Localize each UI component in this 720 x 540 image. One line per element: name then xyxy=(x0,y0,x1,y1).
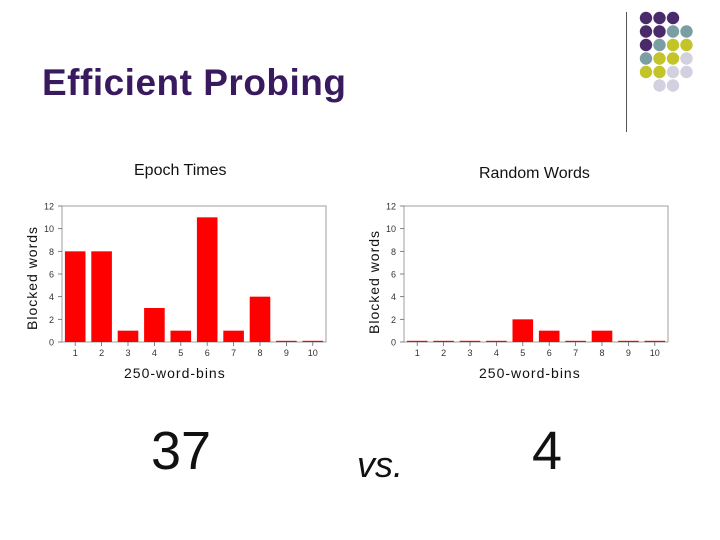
y-tick-label: 12 xyxy=(386,202,396,212)
right-total: 4 xyxy=(532,421,563,481)
y-tick-label: 6 xyxy=(391,270,396,280)
bar xyxy=(406,340,428,342)
chart-title-right: Random Words xyxy=(479,165,590,182)
x-tick-label: 9 xyxy=(626,348,631,358)
x-tick-label: 6 xyxy=(205,348,210,358)
x-tick-label: 7 xyxy=(573,348,578,358)
bar xyxy=(538,330,560,342)
x-tick-label: 1 xyxy=(415,348,420,358)
x-tick-label: 4 xyxy=(494,348,499,358)
bar xyxy=(249,296,271,342)
decor-dot xyxy=(666,65,680,79)
vs-label: vs. xyxy=(357,444,404,485)
decor-dot xyxy=(666,38,680,52)
slide-title: Efficient Probing xyxy=(42,62,347,103)
bar xyxy=(170,330,192,342)
decor-dot xyxy=(639,11,653,25)
y-tick-label: 10 xyxy=(386,224,396,234)
bar xyxy=(302,340,324,342)
divider-line xyxy=(626,12,627,132)
decor-dot xyxy=(653,38,666,52)
y-tick-label: 6 xyxy=(49,270,54,280)
bar xyxy=(644,340,666,342)
decor-dot xyxy=(653,52,666,65)
decor-dot xyxy=(680,52,693,65)
y-tick-label: 12 xyxy=(44,202,54,212)
y-tick-label: 0 xyxy=(49,338,54,348)
y-tick-label: 8 xyxy=(391,247,396,257)
x-tick-label: 7 xyxy=(231,348,236,358)
bar xyxy=(223,330,244,342)
y-tick-label: 0 xyxy=(391,338,396,348)
left-total: 37 xyxy=(151,421,212,481)
x-tick-label: 2 xyxy=(441,348,446,358)
y-tick-label: 2 xyxy=(49,315,54,325)
x-tick-label: 6 xyxy=(547,348,552,358)
y-tick-label: 8 xyxy=(49,247,54,257)
bar xyxy=(486,340,507,342)
bar xyxy=(565,340,586,342)
x-tick-label: 10 xyxy=(308,348,318,358)
x-tick-label: 3 xyxy=(125,348,130,358)
x-tick-label: 2 xyxy=(99,348,104,358)
y-tick-label: 10 xyxy=(44,224,54,234)
x-tick-label: 5 xyxy=(520,348,525,358)
decor-dot xyxy=(639,38,653,52)
xlabel-left: 250-word-bins xyxy=(124,365,226,381)
bar xyxy=(433,340,454,342)
xlabel-right: 250-word-bins xyxy=(479,365,581,381)
bar xyxy=(64,251,86,342)
decor-dot xyxy=(653,65,666,79)
bar xyxy=(196,217,218,342)
x-tick-label: 5 xyxy=(178,348,183,358)
plot-frame xyxy=(403,205,669,343)
decor-dot xyxy=(680,25,693,38)
bar xyxy=(91,251,112,342)
x-tick-label: 8 xyxy=(257,348,262,358)
bar xyxy=(591,330,613,342)
y-tick-label: 4 xyxy=(49,292,54,302)
decor-dot xyxy=(666,52,680,65)
x-tick-label: 10 xyxy=(650,348,660,358)
decor-dot xyxy=(639,65,653,79)
bar xyxy=(618,340,639,342)
bar xyxy=(459,340,481,342)
decor-dot xyxy=(639,52,653,65)
bar xyxy=(117,330,139,342)
bar xyxy=(144,308,165,342)
x-tick-label: 8 xyxy=(599,348,604,358)
x-tick-label: 3 xyxy=(467,348,472,358)
x-tick-label: 9 xyxy=(284,348,289,358)
decor-dot xyxy=(666,79,680,92)
decor-dot xyxy=(666,11,680,25)
y-tick-label: 2 xyxy=(391,315,396,325)
x-tick-label: 1 xyxy=(73,348,78,358)
x-tick-label: 4 xyxy=(152,348,157,358)
decor-dot xyxy=(639,25,653,38)
decor-dot xyxy=(680,38,693,52)
y-tick-label: 4 xyxy=(391,292,396,302)
decor-dot xyxy=(680,65,693,79)
bar xyxy=(276,340,297,342)
decor-dot xyxy=(653,25,666,38)
decor-dot xyxy=(653,79,666,92)
decor-dot xyxy=(653,11,666,25)
bar xyxy=(512,319,534,342)
decor-dot xyxy=(666,25,680,38)
chart-title-left: Epoch Times xyxy=(134,162,227,179)
